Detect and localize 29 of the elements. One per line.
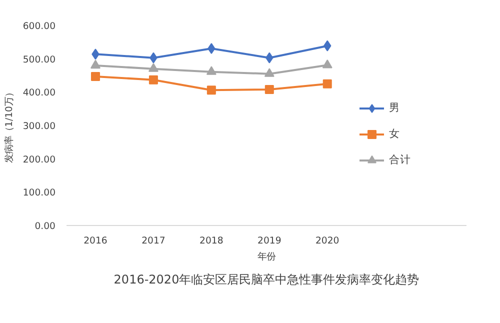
point	[206, 66, 216, 75]
point	[264, 85, 274, 94]
point	[90, 72, 100, 81]
x-tick-label: 2018	[200, 236, 224, 246]
y-tick-label: 100.00	[22, 188, 56, 199]
point	[148, 75, 158, 84]
point	[264, 68, 274, 77]
point	[208, 43, 216, 54]
y-tick-label: 300.00	[22, 121, 56, 132]
legend-label: 合计	[389, 153, 411, 167]
y-tick-label: 400.00	[22, 88, 56, 99]
y-tick-label: 0.00	[34, 221, 56, 232]
point	[148, 63, 158, 72]
y-axis-title: 发病率（1/10万）	[4, 88, 15, 163]
legend-label: 女	[389, 127, 401, 141]
point	[322, 59, 332, 68]
x-tick-label: 2017	[142, 236, 166, 246]
point	[322, 79, 332, 88]
x-tick-label: 2016	[84, 236, 108, 246]
legend-label: 男	[389, 101, 401, 115]
y-tick-label: 600.00	[22, 21, 56, 32]
text: 2016-2020年临安区居民脑卒中急性事件发病率变化趋势	[114, 272, 420, 286]
x-tick-label: 2019	[258, 236, 282, 246]
point	[90, 60, 100, 69]
x-tick-label: 2020	[316, 236, 340, 246]
x-axis-title: 年份	[258, 252, 276, 262]
y-tick-label: 200.00	[22, 154, 56, 166]
y-tick-label: 500.00	[22, 54, 56, 66]
point	[206, 86, 216, 95]
